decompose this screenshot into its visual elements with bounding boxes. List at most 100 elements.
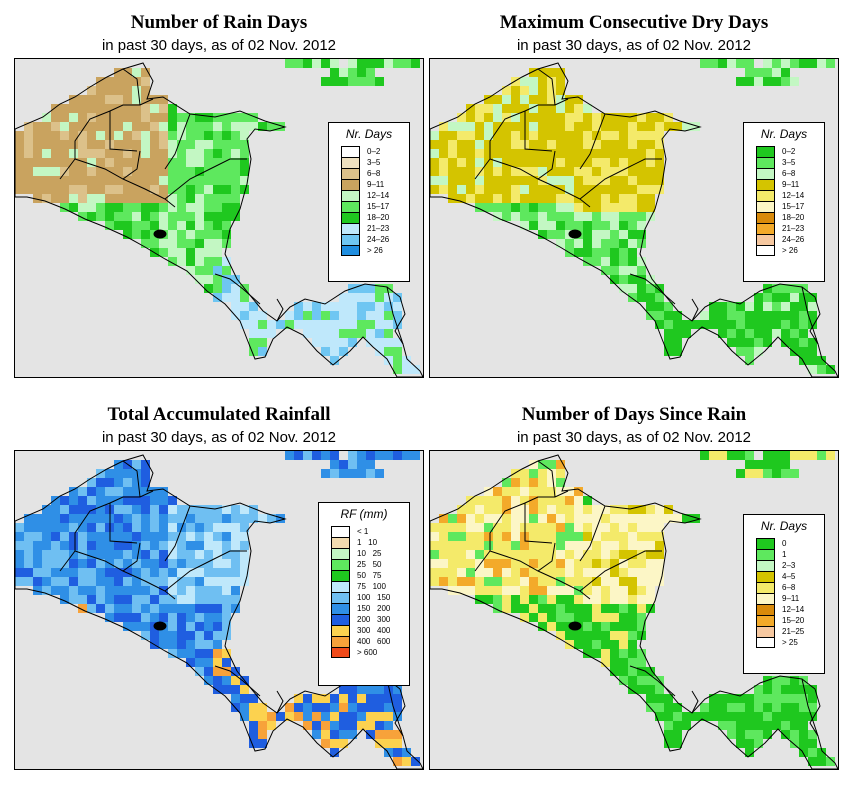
grid-cell: [213, 676, 222, 685]
grid-cell: [556, 505, 565, 514]
grid-cell: [547, 158, 556, 167]
legend-label: 21–23: [782, 224, 805, 233]
grid-cell: [601, 230, 610, 239]
grid-cell: [565, 613, 574, 622]
grid-cell: [529, 532, 538, 541]
grid-cell: [240, 568, 249, 577]
legend-label: 0–2: [367, 147, 381, 156]
grid-cell: [60, 185, 69, 194]
grid-cell: [159, 496, 168, 505]
grid-cell: [51, 131, 60, 140]
grid-cell: [123, 95, 132, 104]
grid-cell: [348, 460, 357, 469]
grid-cell: [637, 667, 646, 676]
grid-cell: [646, 685, 655, 694]
grid-cell: [366, 59, 375, 68]
grid-cell: [601, 595, 610, 604]
grid-cell: [222, 550, 231, 559]
grid-cell: [547, 86, 556, 95]
grid-cell: [204, 613, 213, 622]
grid-cell: [592, 212, 601, 221]
grid-cell: [123, 221, 132, 230]
grid-cell: [754, 685, 763, 694]
grid-cell: [511, 86, 520, 95]
grid-cell: [808, 311, 817, 320]
grid-cell: [808, 59, 817, 68]
grid-cell: [619, 131, 628, 140]
grid-cell: [502, 541, 511, 550]
grid-cell: [439, 185, 448, 194]
grid-cell: [763, 68, 772, 77]
grid-cell: [565, 113, 574, 122]
grid-cell: [556, 496, 565, 505]
grid-cell: [132, 203, 141, 212]
grid-cell: [177, 640, 186, 649]
grid-cell: [502, 559, 511, 568]
grid-cell: [78, 487, 87, 496]
grid-cell: [574, 640, 583, 649]
grid-cell: [69, 140, 78, 149]
grid-cell: [592, 532, 601, 541]
grid-cell: [556, 568, 565, 577]
grid-cell: [78, 586, 87, 595]
grid-cell: [655, 559, 664, 568]
grid-cell: [78, 203, 87, 212]
grid-cell: [159, 221, 168, 230]
grid-cell: [565, 532, 574, 541]
grid-cell: [655, 131, 664, 140]
grid-cell: [484, 577, 493, 586]
grid-cell: [231, 212, 240, 221]
grid-cell: [87, 595, 96, 604]
grid-cell: [592, 640, 601, 649]
grid-cell: [42, 550, 51, 559]
grid-cell: [511, 203, 520, 212]
grid-cell: [682, 320, 691, 329]
grid-cell: [186, 658, 195, 667]
grid-cell: [321, 302, 330, 311]
grid-cell: [195, 275, 204, 284]
grid-cell: [547, 460, 556, 469]
grid-cell: [240, 685, 249, 694]
grid-cell: [637, 505, 646, 514]
grid-cell: [619, 239, 628, 248]
grid-cell: [529, 113, 538, 122]
grid-cell: [430, 149, 439, 158]
grid-cell: [736, 469, 745, 478]
grid-cell: [114, 568, 123, 577]
grid-cell: [195, 212, 204, 221]
grid-cell: [33, 158, 42, 167]
grid-cell: [159, 523, 168, 532]
grid-cell: [529, 212, 538, 221]
country-border: [122, 68, 141, 106]
grid-cell: [51, 149, 60, 158]
grid-cell: [583, 221, 592, 230]
grid-cell: [231, 113, 240, 122]
grid-cell: [87, 95, 96, 104]
grid-cell: [538, 167, 547, 176]
grid-cell: [114, 131, 123, 140]
grid-cell: [601, 514, 610, 523]
grid-cell: [583, 140, 592, 149]
grid-cell: [87, 523, 96, 532]
grid-cell: [393, 748, 402, 757]
grid-cell: [60, 568, 69, 577]
grid-cell: [727, 338, 736, 347]
grid-cell: [484, 586, 493, 595]
grid-cell: [529, 577, 538, 586]
grid-cell: [547, 221, 556, 230]
grid-cell: [520, 595, 529, 604]
grid-cell: [628, 158, 637, 167]
grid-cell: [484, 167, 493, 176]
grid-cell: [195, 667, 204, 676]
grid-cell: [33, 140, 42, 149]
grid-cell: [375, 712, 384, 721]
grid-cell: [141, 230, 150, 239]
grid-cell: [637, 149, 646, 158]
grid-cell: [484, 496, 493, 505]
grid-cell: [141, 167, 150, 176]
grid-cell: [502, 604, 511, 613]
grid-cell: [772, 451, 781, 460]
legend-label: 100 150: [357, 593, 391, 602]
grid-cell: [141, 221, 150, 230]
grid-cell: [321, 311, 330, 320]
